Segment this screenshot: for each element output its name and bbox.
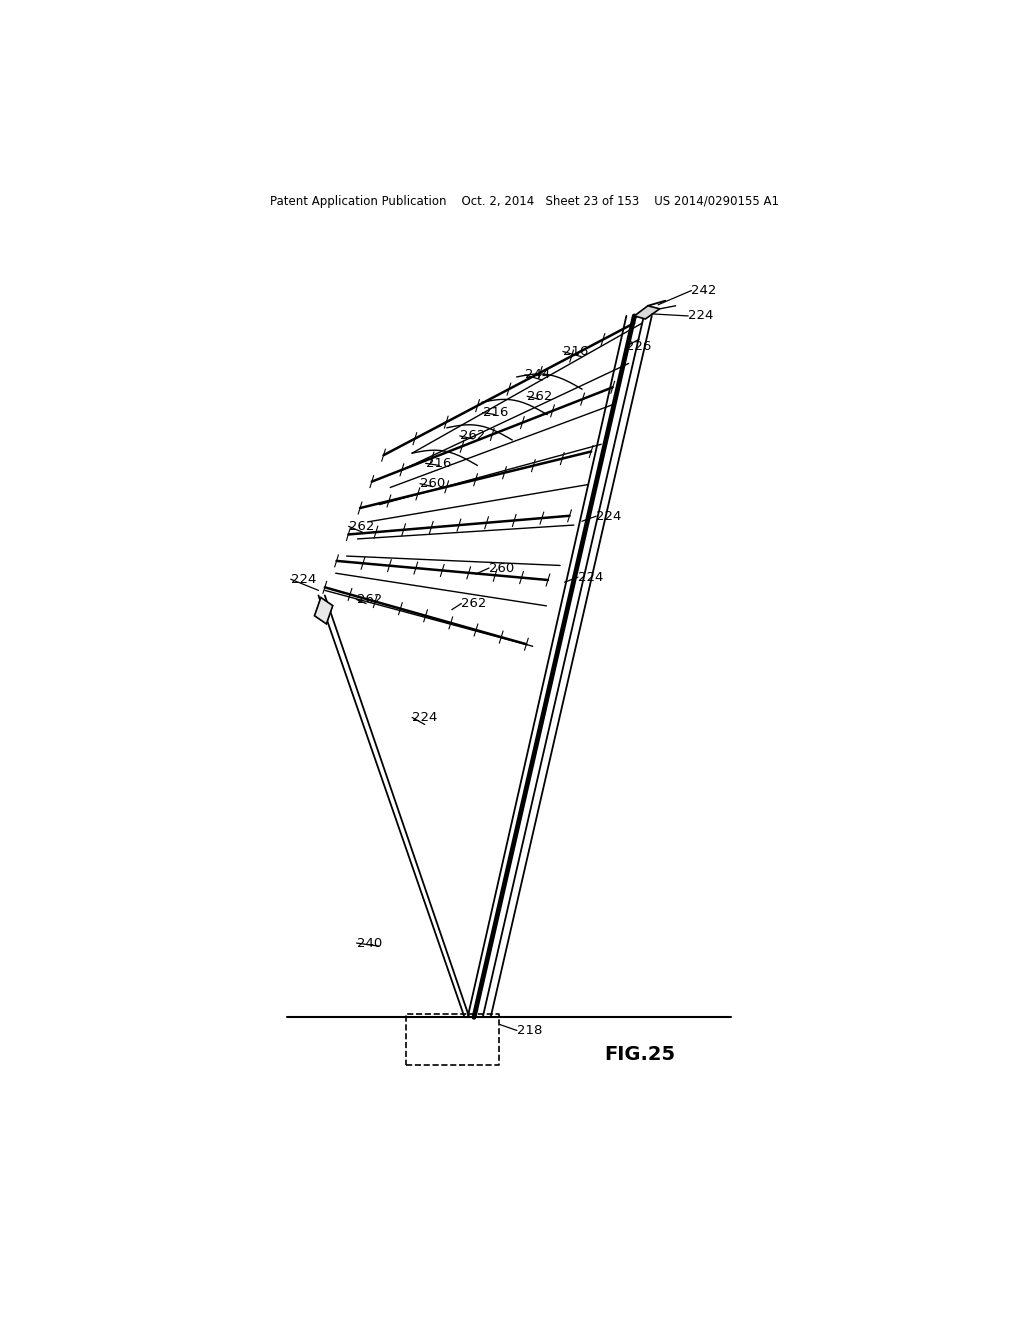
Text: 224: 224 xyxy=(291,573,316,586)
Text: 224: 224 xyxy=(578,570,603,583)
Text: 224: 224 xyxy=(688,309,714,322)
Text: 240: 240 xyxy=(356,937,382,949)
Text: 216: 216 xyxy=(426,457,451,470)
Text: 262: 262 xyxy=(356,593,382,606)
Text: 216: 216 xyxy=(563,345,588,358)
Polygon shape xyxy=(634,306,659,319)
Text: 224: 224 xyxy=(596,510,622,523)
Text: FIG.25: FIG.25 xyxy=(604,1045,675,1064)
Text: 262: 262 xyxy=(460,429,485,442)
Polygon shape xyxy=(314,598,333,624)
Text: 260: 260 xyxy=(489,561,514,574)
Text: 262: 262 xyxy=(527,389,553,403)
Text: 224: 224 xyxy=(412,711,437,723)
Text: 244: 244 xyxy=(524,368,550,381)
Text: 242: 242 xyxy=(691,284,717,297)
Text: 262: 262 xyxy=(461,597,486,610)
Text: Patent Application Publication    Oct. 2, 2014   Sheet 23 of 153    US 2014/0290: Patent Application Publication Oct. 2, 2… xyxy=(270,194,779,207)
Text: 262: 262 xyxy=(348,520,374,533)
Text: 218: 218 xyxy=(517,1024,543,1038)
Text: 226: 226 xyxy=(626,341,651,352)
Text: 260: 260 xyxy=(420,477,445,490)
Text: 216: 216 xyxy=(482,407,508,418)
